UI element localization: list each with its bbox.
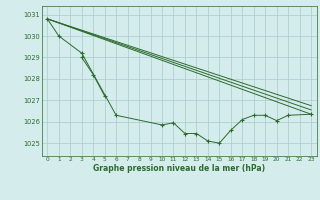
- X-axis label: Graphe pression niveau de la mer (hPa): Graphe pression niveau de la mer (hPa): [93, 164, 265, 173]
